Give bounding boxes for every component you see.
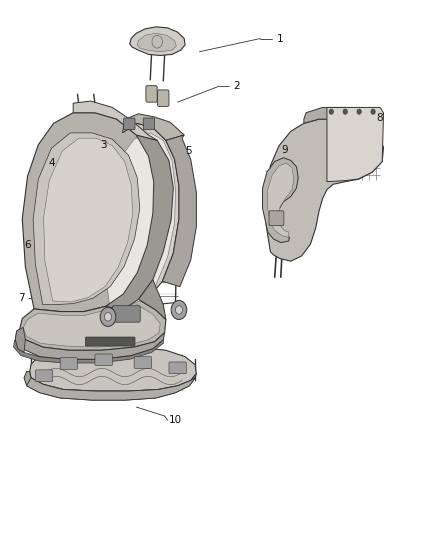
Text: 3: 3: [100, 140, 107, 150]
Circle shape: [171, 301, 187, 319]
FancyBboxPatch shape: [169, 362, 186, 374]
Circle shape: [100, 308, 116, 326]
FancyBboxPatch shape: [113, 306, 140, 322]
Polygon shape: [15, 329, 165, 359]
Polygon shape: [15, 327, 25, 352]
Text: 2: 2: [233, 81, 240, 91]
Polygon shape: [73, 101, 157, 140]
Polygon shape: [33, 133, 140, 305]
Polygon shape: [304, 108, 364, 123]
Text: 6: 6: [24, 240, 31, 251]
Text: 5: 5: [185, 146, 192, 156]
Polygon shape: [14, 340, 163, 363]
Polygon shape: [30, 347, 196, 391]
Circle shape: [329, 109, 333, 114]
Polygon shape: [137, 33, 177, 52]
Polygon shape: [266, 119, 384, 261]
Polygon shape: [27, 378, 195, 400]
Polygon shape: [262, 158, 298, 243]
Circle shape: [343, 109, 347, 114]
Polygon shape: [22, 113, 154, 312]
FancyBboxPatch shape: [134, 357, 152, 368]
Polygon shape: [24, 372, 196, 400]
Text: 4: 4: [48, 158, 55, 168]
Text: 9: 9: [281, 145, 288, 155]
FancyBboxPatch shape: [269, 211, 284, 225]
FancyBboxPatch shape: [124, 118, 135, 130]
FancyBboxPatch shape: [146, 86, 157, 102]
Polygon shape: [95, 123, 179, 312]
Polygon shape: [130, 27, 185, 55]
FancyBboxPatch shape: [143, 118, 155, 130]
Polygon shape: [104, 133, 176, 308]
Polygon shape: [122, 114, 184, 140]
Circle shape: [357, 109, 361, 114]
FancyBboxPatch shape: [60, 358, 78, 369]
Polygon shape: [20, 300, 166, 350]
Polygon shape: [162, 135, 196, 287]
Text: 10: 10: [169, 415, 182, 425]
Circle shape: [176, 306, 183, 314]
Text: 7: 7: [18, 293, 24, 303]
Circle shape: [371, 109, 375, 114]
Polygon shape: [327, 108, 384, 182]
Polygon shape: [138, 280, 166, 319]
FancyBboxPatch shape: [158, 90, 169, 107]
Text: 1: 1: [277, 34, 283, 44]
FancyBboxPatch shape: [85, 337, 135, 346]
FancyBboxPatch shape: [95, 354, 113, 366]
Text: 8: 8: [377, 113, 383, 123]
FancyBboxPatch shape: [35, 370, 53, 382]
Polygon shape: [44, 138, 133, 302]
Circle shape: [105, 313, 112, 321]
Polygon shape: [268, 163, 294, 237]
Polygon shape: [23, 305, 160, 347]
Polygon shape: [106, 135, 173, 310]
